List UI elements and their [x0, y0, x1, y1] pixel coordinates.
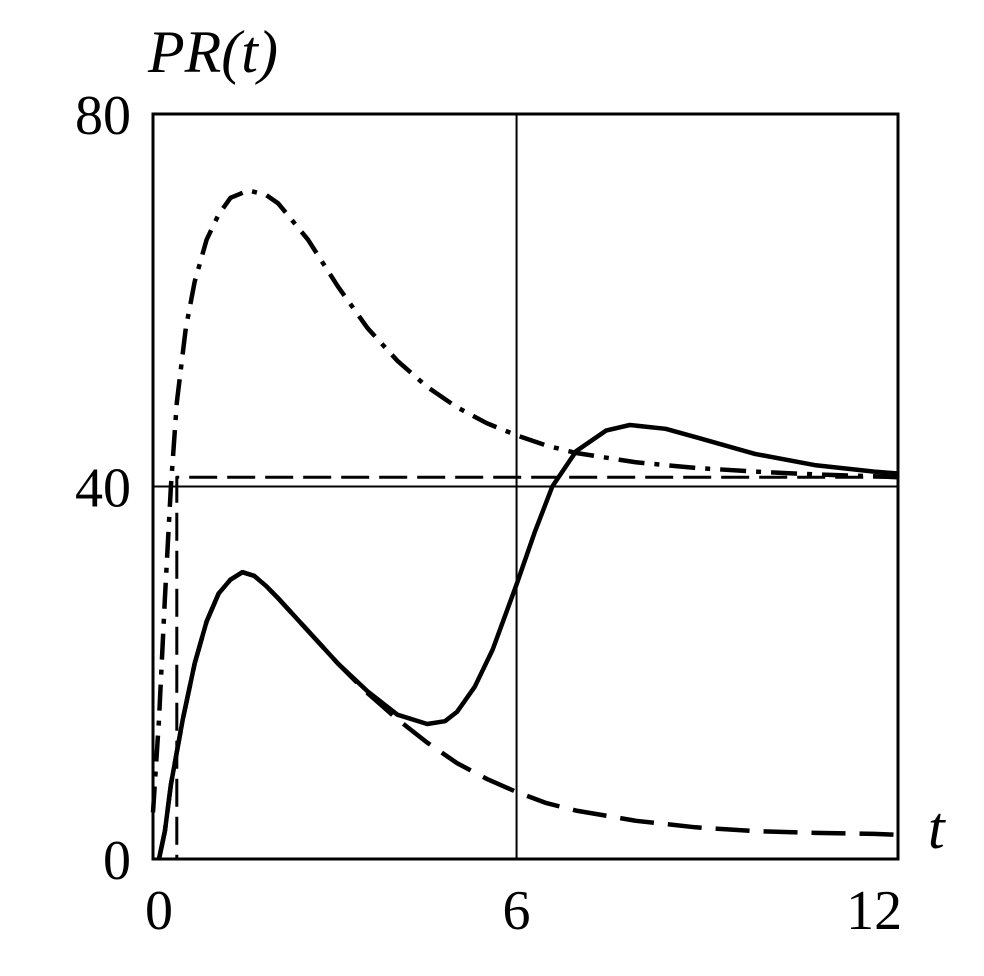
y-tick-label: 0 [103, 830, 131, 892]
y-axis-label: PR(t) [147, 19, 278, 85]
x-tick-label: 0 [145, 880, 173, 942]
y-tick-label: 80 [75, 85, 131, 147]
series-line-dash-dot [150, 188, 899, 813]
series-group [150, 188, 899, 861]
x-tick-label: 6 [503, 880, 531, 942]
reference-lines [153, 114, 898, 859]
y-axis-ticks: 0 40 80 [75, 85, 131, 892]
y-tick-label: 40 [75, 458, 131, 520]
series-line-solid [156, 422, 899, 860]
plot-area [150, 112, 900, 861]
series-line-dashed-thin [153, 475, 898, 861]
x-axis-ticks: 0 6 12 [145, 880, 902, 942]
x-tick-label: 12 [846, 880, 902, 942]
series-line-dashed [156, 569, 899, 860]
x-axis-label: t [928, 795, 946, 861]
